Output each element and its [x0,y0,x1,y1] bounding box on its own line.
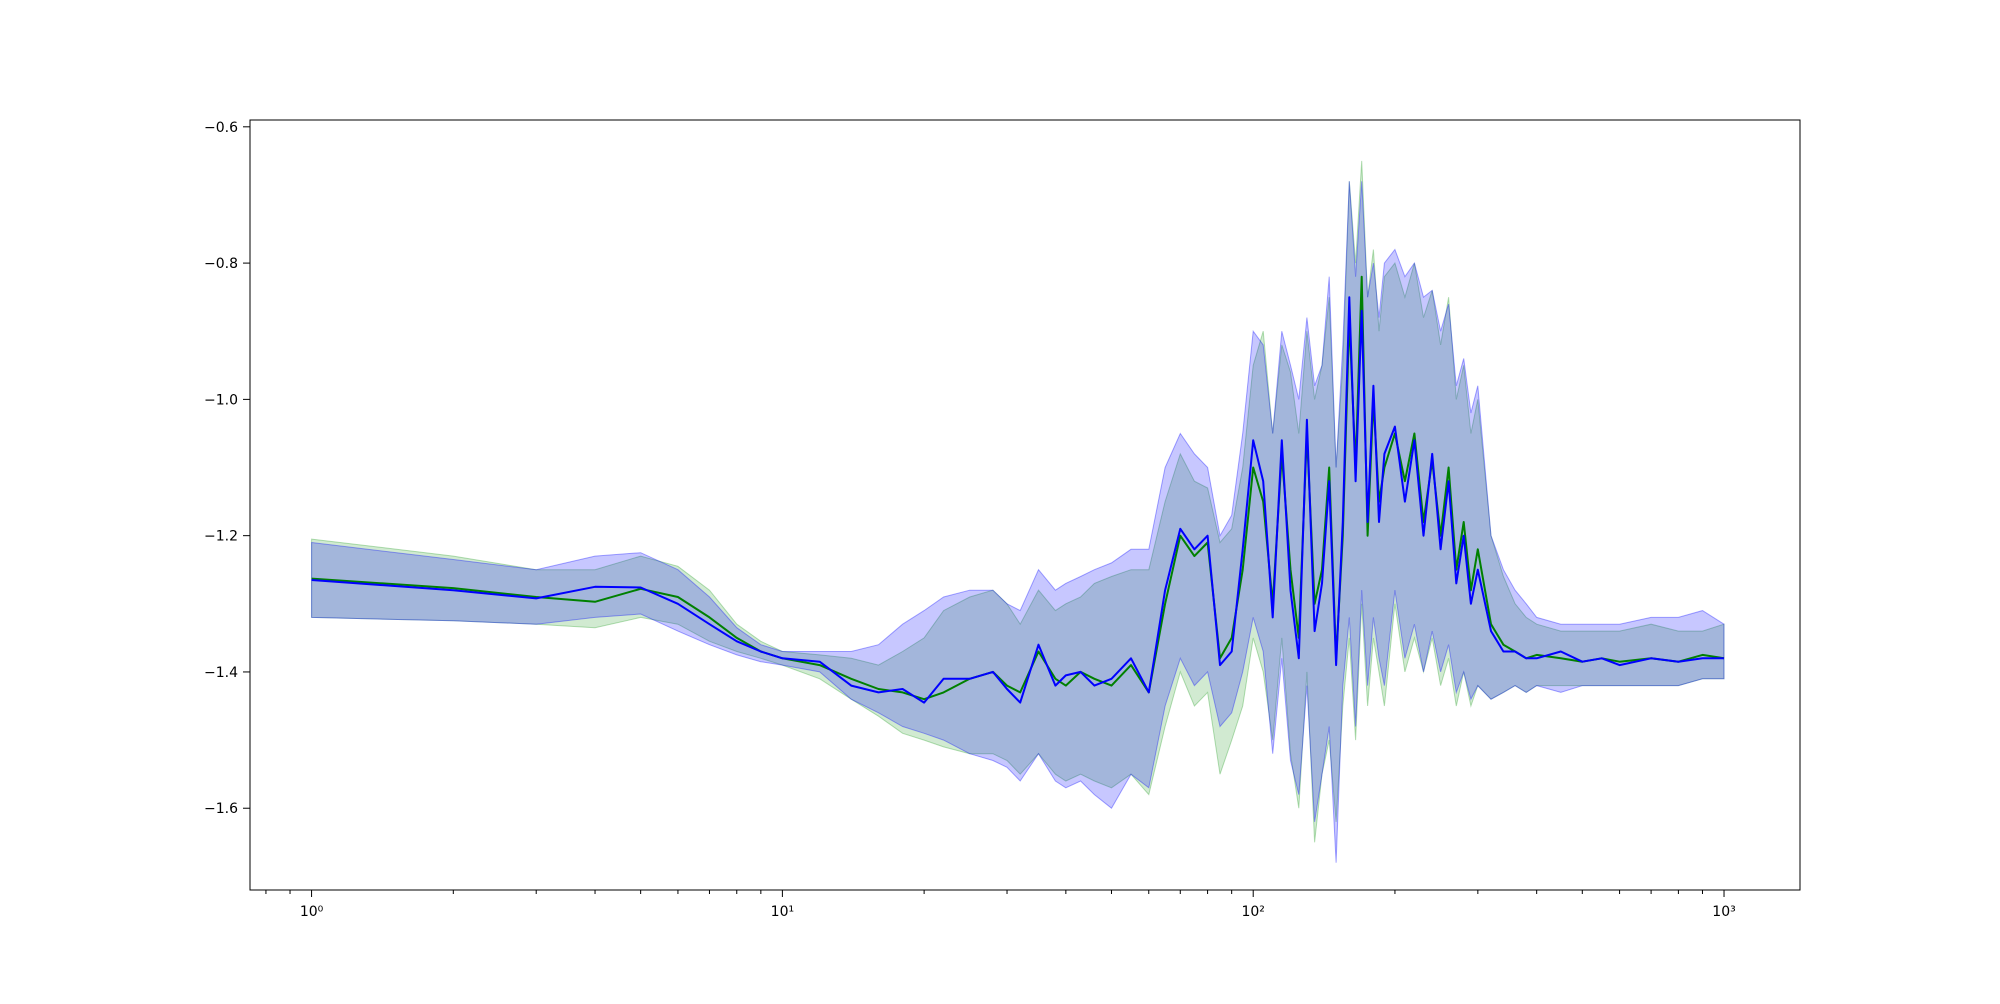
x-tick-label: 10² [1241,904,1264,920]
x-tick-label: 10³ [1712,904,1735,920]
x-axis: 10⁰ 10¹ 10² 10³ [265,890,1736,920]
series-lines [311,275,1725,704]
y-tick-label: −0.8 [204,256,238,272]
confidence-band-1 [311,160,1725,843]
y-tick-label: −1.6 [204,801,238,817]
confidence-bands [311,160,1725,863]
y-tick-label: −1.0 [204,392,238,408]
x-tick-label: 10¹ [771,904,794,920]
y-tick-label: −0.6 [204,120,238,136]
confidence-band-2 [311,181,1725,863]
y-tick-label: −1.2 [204,529,238,545]
plot-frame [249,119,1801,891]
y-tick-label: −1.4 [204,665,238,681]
series-line-2 [311,296,1724,704]
y-axis: −0.6 −0.8 −1.0 −1.2 −1.4 −1.6 [204,120,250,817]
x-tick-label: 10⁰ [300,904,324,920]
